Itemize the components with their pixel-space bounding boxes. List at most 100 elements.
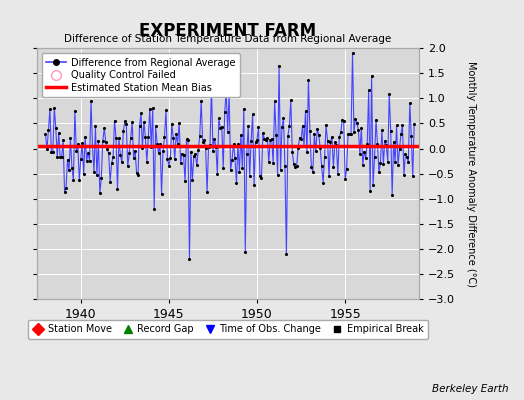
Point [250,182,258,188]
Point [406,100,414,107]
Point [275,62,283,69]
Point [392,122,401,129]
Point [357,124,366,131]
Point [245,172,254,179]
Point [382,142,390,148]
Point [402,154,411,161]
Point [135,123,144,130]
Point [234,141,242,148]
Point [228,156,236,163]
Point [283,133,292,139]
Point [379,160,388,167]
Point [335,134,343,140]
Point [195,133,204,140]
Point [274,172,282,178]
Point [41,131,50,137]
Point [209,148,217,154]
Point [281,163,289,169]
Point [269,160,277,166]
Point [326,139,335,145]
Point [304,77,313,84]
Point [89,143,97,150]
Text: Difference of Station Temperature Data from Regional Average: Difference of Station Temperature Data f… [64,34,391,44]
Point [266,137,275,144]
Point [318,163,326,170]
Point [291,164,299,171]
Point [389,138,398,145]
Point [243,150,251,157]
Point [331,139,339,146]
Point [376,160,385,166]
Point [375,169,383,175]
Point [82,157,91,164]
Point [298,123,307,129]
Point [252,138,260,145]
Point [294,145,302,151]
Point [60,189,69,195]
Point [102,139,110,145]
Point [63,156,72,163]
Point [163,155,172,162]
Point [347,130,355,137]
Point [239,106,248,112]
Point [378,126,386,133]
Point [166,155,174,161]
Point [204,144,213,150]
Point [316,144,324,151]
Point [113,185,122,192]
Point [336,129,345,136]
Point [75,177,83,184]
Point [226,167,235,173]
Point [162,107,170,114]
Point [141,134,149,140]
Point [78,140,86,146]
Point [71,108,79,114]
Point [177,160,185,166]
Point [59,137,67,143]
Point [263,134,271,141]
Point [155,150,163,156]
Point [137,110,145,116]
Point [223,129,232,135]
Point [182,136,191,142]
Point [184,136,192,143]
Point [193,162,201,168]
Point [148,105,157,112]
Point [213,171,222,178]
Point [394,162,402,168]
Point [285,123,293,129]
Point [407,133,416,140]
Point [319,179,328,186]
Point [134,172,142,178]
Point [409,173,417,180]
Point [129,154,138,161]
Point [312,148,320,155]
Point [232,180,241,187]
Point [287,97,295,104]
Text: Berkeley Earth: Berkeley Earth [432,384,508,394]
Point [341,176,350,182]
Point [126,135,135,141]
Point [58,154,66,160]
Point [370,154,379,161]
Point [380,138,389,144]
Point [215,115,223,122]
Point [353,120,361,126]
Point [188,177,196,183]
Point [259,130,267,137]
Point [171,156,179,162]
Point [369,182,377,188]
Point [94,138,103,144]
Point [237,131,245,138]
Point [51,124,60,131]
Point [157,191,166,197]
Point [288,149,297,155]
Point [309,169,317,175]
Point [231,155,239,161]
Point [279,115,288,121]
Point [398,122,407,128]
Point [230,140,238,147]
Point [115,135,123,142]
Point [49,148,57,155]
Point [100,125,108,132]
